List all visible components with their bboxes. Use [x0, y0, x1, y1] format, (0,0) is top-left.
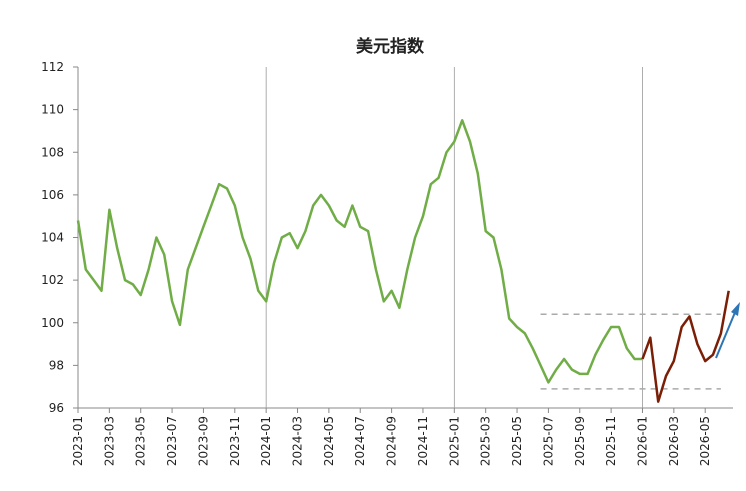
x-tick-label: 2023-05 [134, 416, 148, 466]
x-tick-label: 2026-03 [667, 416, 681, 466]
x-tick-label: 2024-09 [385, 416, 399, 466]
x-tick-label: 2023-01 [71, 416, 85, 466]
x-tick-label: 2025-03 [479, 416, 493, 466]
x-tick-label: 2025-07 [541, 416, 555, 466]
y-tick-label: 96 [49, 401, 64, 415]
x-tick-label: 2025-11 [604, 416, 618, 466]
y-tick-label: 100 [41, 316, 64, 330]
x-tick-label: 2023-11 [228, 416, 242, 466]
x-tick-label: 2023-07 [165, 416, 179, 466]
trend-arrow [715, 309, 737, 359]
x-tick-label: 2026-01 [635, 416, 649, 466]
x-tick-label: 2023-03 [102, 416, 116, 466]
x-tick-label: 2025-01 [447, 416, 461, 466]
chart-title: 美元指数 [356, 36, 425, 57]
y-tick-label: 98 [49, 358, 64, 372]
y-tick-label: 104 [41, 231, 64, 245]
y-tick-label: 106 [41, 188, 64, 202]
y-tick-label: 102 [41, 273, 64, 287]
trend-arrow-head [731, 302, 740, 316]
x-tick-label: 2024-03 [291, 416, 305, 466]
x-tick-label: 2023-09 [196, 416, 210, 466]
y-tick-label: 112 [41, 60, 64, 74]
x-tick-label: 2024-07 [353, 416, 367, 466]
x-tick-label: 2024-11 [416, 416, 430, 466]
x-tick-label: 2025-05 [510, 416, 524, 466]
y-tick-label: 108 [41, 145, 64, 159]
x-tick-label: 2024-05 [322, 416, 336, 466]
data-line [76, 119, 643, 384]
x-tick-label: 2025-09 [573, 416, 587, 466]
data-line [641, 290, 730, 403]
y-tick-label: 110 [41, 103, 64, 117]
x-tick-label: 2026-05 [698, 416, 712, 466]
x-tick-label: 2024-01 [259, 416, 273, 466]
